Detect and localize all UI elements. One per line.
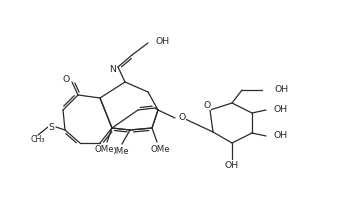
Text: S: S xyxy=(48,123,54,132)
Text: N: N xyxy=(109,64,116,74)
Text: OMe: OMe xyxy=(150,145,170,153)
Text: CH₃: CH₃ xyxy=(31,135,45,145)
Text: O: O xyxy=(62,76,70,84)
Text: O: O xyxy=(179,113,186,123)
Text: OMe: OMe xyxy=(94,145,114,153)
Text: OH: OH xyxy=(274,105,288,115)
Text: OH: OH xyxy=(275,85,289,94)
Text: O: O xyxy=(203,100,211,110)
Text: OMe: OMe xyxy=(109,146,129,156)
Text: OH: OH xyxy=(156,36,170,46)
Text: OH: OH xyxy=(225,161,239,171)
Text: OH: OH xyxy=(274,132,288,140)
